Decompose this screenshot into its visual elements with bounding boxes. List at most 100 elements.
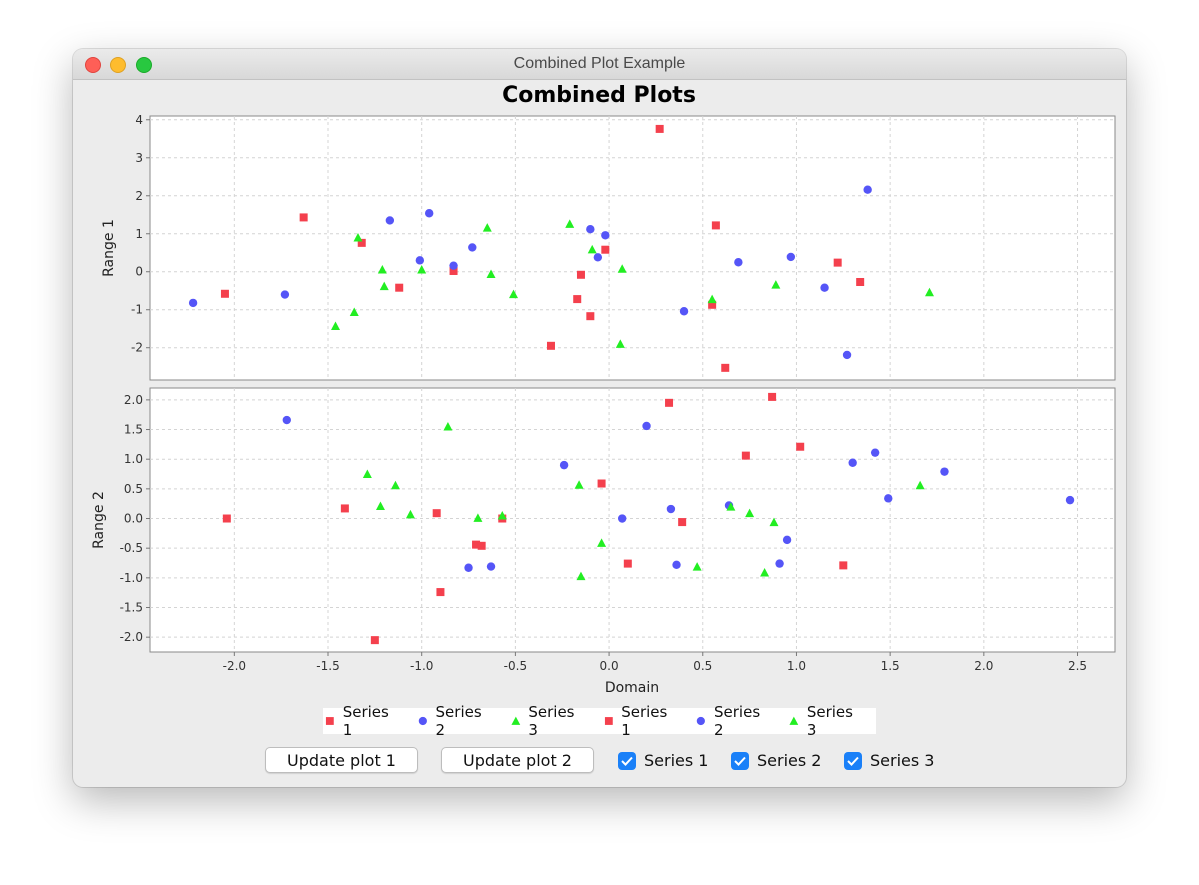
zoom-window-button[interactable] xyxy=(136,57,152,73)
triangle-marker-icon xyxy=(789,716,799,725)
data-point-series-1 xyxy=(449,266,458,275)
close-window-button[interactable] xyxy=(85,57,101,73)
window-title: Combined Plot Example xyxy=(513,55,686,72)
plot-area-1 xyxy=(149,115,1116,381)
data-point-series-3 xyxy=(443,422,453,431)
x-axis-label: Domain xyxy=(605,680,659,696)
data-point-series-2 xyxy=(385,216,395,225)
data-point-series-3 xyxy=(405,509,415,519)
series-1-checkbox[interactable]: Series 1 xyxy=(618,751,708,770)
data-point-series-1 xyxy=(623,559,632,568)
data-point-series-1 xyxy=(708,300,717,309)
data-point-series-1 xyxy=(576,270,585,279)
y-tick-label: 4 xyxy=(135,113,143,127)
data-point-series-1 xyxy=(340,504,349,513)
checkmark-icon xyxy=(731,751,749,770)
data-point-series-2 xyxy=(884,494,893,503)
data-point-series-3 xyxy=(353,233,363,242)
x-tick-label: 0.0 xyxy=(600,659,619,673)
data-point-series-2 xyxy=(870,448,880,457)
data-point-series-3 xyxy=(707,294,717,304)
data-point-series-2 xyxy=(424,209,434,218)
square-marker-icon xyxy=(604,717,613,725)
data-point-series-1 xyxy=(665,398,674,407)
data-point-series-2 xyxy=(775,559,784,568)
y-tick-label: 1 xyxy=(135,227,143,241)
y-tick-label: -2 xyxy=(131,341,143,355)
circle-marker-icon xyxy=(418,716,427,726)
data-point-series-2 xyxy=(188,298,198,308)
series-3-checkbox[interactable]: Series 3 xyxy=(844,751,934,770)
data-point-series-1 xyxy=(432,509,441,518)
data-point-series-1 xyxy=(741,451,750,460)
update-plot-2-button[interactable]: Update plot 2 xyxy=(441,747,594,773)
data-point-series-1 xyxy=(370,636,379,645)
minimize-window-button[interactable] xyxy=(110,57,126,73)
data-point-series-2 xyxy=(415,256,425,265)
data-point-series-3 xyxy=(574,480,584,489)
data-point-series-3 xyxy=(362,469,372,479)
y-tick-label: 2 xyxy=(135,189,143,203)
series-2-checkbox-label: Series 2 xyxy=(757,751,822,770)
data-point-series-3 xyxy=(924,287,934,297)
data-point-series-3 xyxy=(497,511,507,520)
data-point-series-3 xyxy=(769,517,779,527)
legend-item-3: Series 3 xyxy=(509,703,588,739)
title-bar: Combined Plot Example xyxy=(73,49,1126,80)
data-point-series-2 xyxy=(842,350,852,360)
data-point-series-2 xyxy=(449,261,458,270)
legend-item-4: Series 1 xyxy=(602,703,681,739)
data-point-series-3 xyxy=(745,508,755,518)
x-tick-label: 1.0 xyxy=(787,659,806,673)
data-point-series-3 xyxy=(377,264,387,274)
triangle-marker-icon xyxy=(511,716,520,725)
data-point-series-2 xyxy=(679,307,689,316)
data-point-series-1 xyxy=(721,363,730,372)
y-tick-label: 2.0 xyxy=(124,393,143,407)
data-point-series-1 xyxy=(796,442,805,451)
x-tick-label: -1.5 xyxy=(316,659,339,673)
data-point-series-1 xyxy=(586,312,595,321)
data-point-series-3 xyxy=(565,219,575,228)
x-tick-label: 2.5 xyxy=(1068,659,1087,673)
data-point-series-1 xyxy=(573,295,582,304)
data-point-series-3 xyxy=(473,513,483,522)
x-tick-label: -0.5 xyxy=(504,659,527,673)
y-tick-label: -1.0 xyxy=(120,571,143,585)
data-point-series-3 xyxy=(486,269,496,279)
y-tick-label: 3 xyxy=(135,151,143,165)
update-plot-1-button[interactable]: Update plot 1 xyxy=(265,747,418,773)
y-axis-label-2: Range 2 xyxy=(91,491,107,549)
y-tick-label: 0.0 xyxy=(124,512,143,526)
data-point-series-1 xyxy=(711,221,720,230)
data-point-series-3 xyxy=(417,264,427,274)
data-point-series-3 xyxy=(587,244,597,254)
x-tick-label: -1.0 xyxy=(410,659,433,673)
circle-marker-icon xyxy=(697,716,706,726)
data-point-series-2 xyxy=(940,467,949,476)
data-point-series-1 xyxy=(357,238,366,247)
data-point-series-3 xyxy=(509,289,519,299)
legend-label: Series 3 xyxy=(806,703,853,739)
y-tick-label: 1.5 xyxy=(124,423,143,437)
x-tick-label: -2.0 xyxy=(223,659,246,673)
y-tick-label: -0.5 xyxy=(120,541,143,555)
data-point-series-3 xyxy=(760,568,770,577)
data-point-series-1 xyxy=(833,258,842,267)
data-point-series-2 xyxy=(782,535,792,545)
data-point-series-1 xyxy=(477,541,486,550)
legend-label: Series 1 xyxy=(342,703,389,739)
data-point-series-1 xyxy=(655,124,664,133)
data-point-series-3 xyxy=(482,223,492,232)
data-point-series-2 xyxy=(280,290,290,299)
data-point-series-3 xyxy=(771,280,781,289)
series-2-checkbox[interactable]: Series 2 xyxy=(731,751,821,770)
x-tick-label: 2.0 xyxy=(974,659,993,673)
app-window: Combined Plot Example Combined Plots -2 -1… xyxy=(73,49,1126,787)
data-point-series-2 xyxy=(642,421,651,431)
combined-plot-chart: Combined Plots -2 -1 0 1 2 3 4 Range 1 -2.0 -1.5 -1… xyxy=(91,83,1116,696)
data-point-series-2 xyxy=(601,231,610,240)
data-point-series-3 xyxy=(349,307,359,317)
data-point-series-1 xyxy=(839,561,848,570)
legend-label: Series 2 xyxy=(714,703,761,739)
